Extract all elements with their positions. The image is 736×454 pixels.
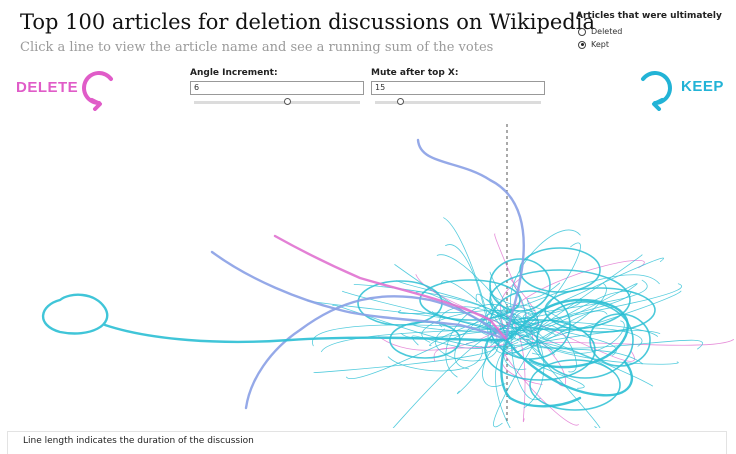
angle-increment-input[interactable]: 6 — [190, 81, 364, 95]
filter-option-kept[interactable]: Kept — [578, 38, 722, 51]
article-line[interactable] — [321, 326, 523, 353]
keep-label: KEEP — [681, 78, 724, 95]
angle-increment-label: Angle Increment: — [190, 68, 278, 78]
article-loop[interactable] — [419, 279, 521, 321]
article-line[interactable] — [415, 274, 503, 328]
article-lines-visualization[interactable] — [0, 120, 736, 428]
article-line[interactable] — [493, 337, 539, 428]
article-loop[interactable] — [489, 258, 551, 312]
footer-bar: Line length indicates the duration of th… — [7, 431, 727, 454]
mute-after-label: Mute after top X: — [371, 68, 459, 78]
article-line[interactable] — [433, 342, 513, 362]
angle-increment-control: Angle Increment: 6 — [190, 68, 366, 105]
article-line[interactable] — [443, 217, 489, 324]
article-line[interactable] — [505, 338, 634, 397]
article-line[interactable] — [416, 138, 525, 342]
article-line[interactable] — [273, 234, 509, 342]
filter-title: Articles that were ultimately — [576, 11, 722, 21]
clockwise-arrow-icon — [641, 71, 672, 111]
article-line[interactable] — [527, 342, 644, 365]
filter-option-deleted[interactable]: Deleted — [578, 25, 722, 38]
article-line[interactable] — [436, 254, 508, 318]
page-title: Top 100 articles for deletion discussion… — [20, 10, 595, 34]
mute-after-control: Mute after top X: 15 — [371, 68, 547, 105]
radio-deleted[interactable] — [578, 27, 586, 36]
angle-increment-slider[interactable] — [194, 98, 360, 105]
page-subtitle: Click a line to view the article name an… — [20, 40, 494, 55]
article-line[interactable] — [538, 320, 625, 354]
article-line[interactable] — [210, 250, 509, 342]
radio-kept[interactable] — [578, 40, 586, 49]
slider-thumb[interactable] — [284, 98, 291, 105]
counterclockwise-arrow-icon — [82, 71, 113, 111]
filter-option-label: Deleted — [591, 27, 623, 36]
slider-thumb[interactable] — [397, 98, 404, 105]
article-loop[interactable] — [484, 319, 596, 381]
mute-after-input[interactable]: 15 — [371, 81, 545, 95]
article-loop[interactable] — [489, 269, 631, 331]
outcome-filter: Articles that were ultimately Deleted Ke… — [576, 11, 722, 51]
delete-label: DELETE — [16, 79, 79, 96]
article-line[interactable] — [504, 313, 526, 423]
article-line[interactable] — [445, 244, 489, 349]
article-loop[interactable] — [529, 359, 621, 411]
article-line[interactable] — [517, 283, 638, 340]
article-loop[interactable] — [536, 301, 634, 379]
article-line[interactable] — [513, 257, 664, 322]
mute-after-slider[interactable] — [375, 98, 541, 105]
article-line[interactable] — [332, 304, 507, 349]
footer-note: Line length indicates the duration of th… — [23, 436, 254, 446]
article-line[interactable] — [41, 293, 509, 344]
article-line[interactable] — [244, 295, 509, 410]
article-line[interactable] — [528, 254, 643, 336]
article-loop[interactable] — [519, 247, 601, 293]
article-line[interactable] — [494, 282, 607, 354]
filter-option-label: Kept — [591, 40, 609, 49]
article-line[interactable] — [475, 293, 537, 334]
article-line[interactable] — [384, 337, 492, 428]
article-loop[interactable] — [589, 313, 651, 367]
article-line[interactable] — [505, 298, 630, 369]
article-line[interactable] — [500, 338, 582, 408]
article-line[interactable] — [387, 348, 483, 372]
article-line[interactable] — [509, 259, 645, 311]
article-line[interactable] — [517, 339, 703, 350]
